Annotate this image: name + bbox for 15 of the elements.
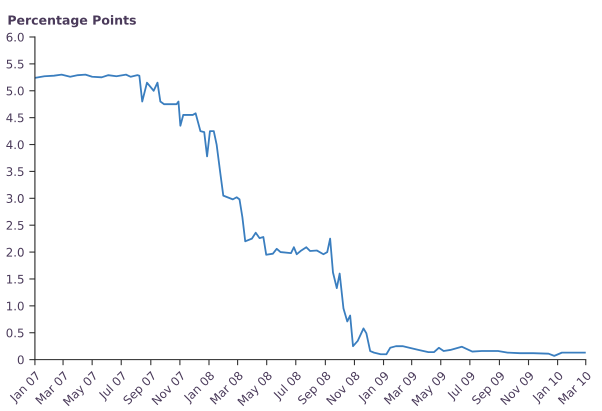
y-tick-label: 6.0 bbox=[6, 32, 24, 42]
y-axis-title: Percentage Points bbox=[8, 15, 136, 28]
y-tick-label: 4.5 bbox=[6, 114, 24, 122]
y-tick-label: 1.5 bbox=[7, 274, 24, 284]
y-tick-label: 3.5 bbox=[6, 167, 24, 176]
y-tick-label: 5.5 bbox=[6, 60, 24, 69]
y-tick-label: 5.0 bbox=[6, 86, 24, 96]
line-series bbox=[34, 74, 586, 357]
y-tick-label: 0.5 bbox=[6, 328, 24, 338]
y-tick-label: 2.0 bbox=[6, 248, 24, 257]
y-tick-label: 1.0 bbox=[7, 302, 24, 311]
y-tick-label: 3.0 bbox=[6, 194, 24, 203]
y-tick-label: 4.0 bbox=[6, 140, 24, 150]
y-tick-label: 2.5 bbox=[6, 220, 24, 230]
y-tick-label: 0 bbox=[18, 355, 24, 364]
